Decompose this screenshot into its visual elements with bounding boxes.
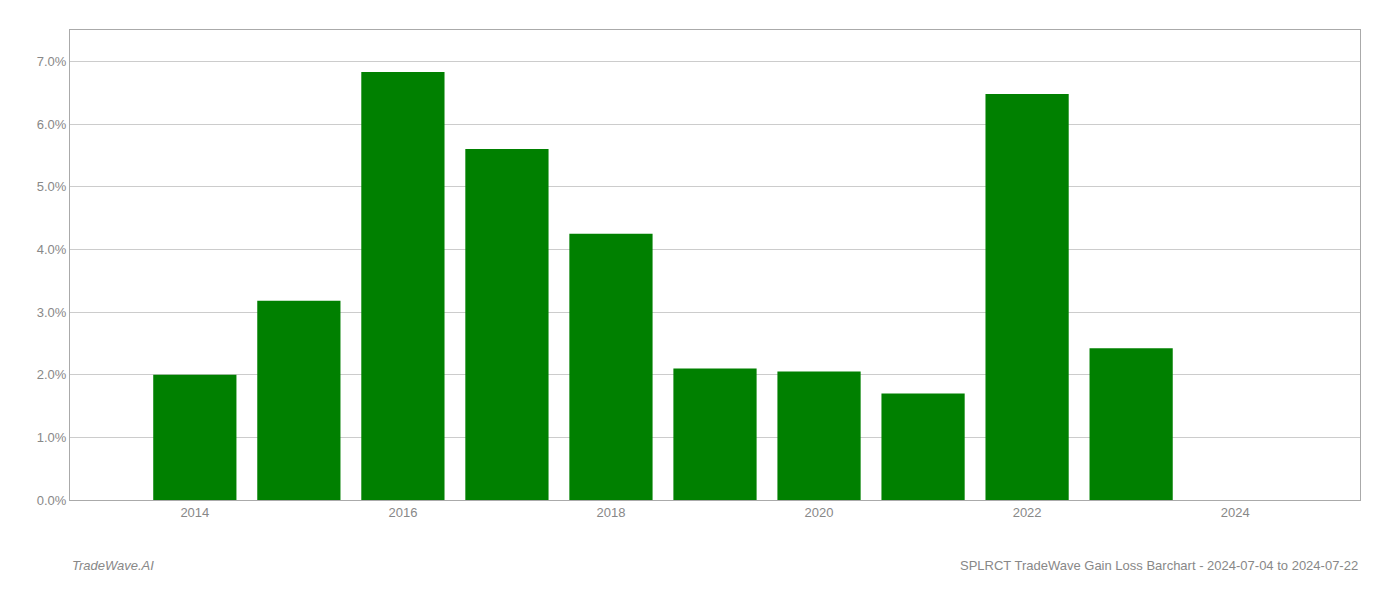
svg-text:2024: 2024: [1221, 505, 1250, 520]
svg-text:3.0%: 3.0%: [37, 305, 67, 320]
svg-text:2014: 2014: [180, 505, 209, 520]
svg-text:6.0%: 6.0%: [37, 117, 67, 132]
svg-text:SPLRCT TradeWave Gain Loss Bar: SPLRCT TradeWave Gain Loss Barchart - 20…: [960, 558, 1358, 573]
svg-text:2022: 2022: [1013, 505, 1042, 520]
svg-text:TradeWave.AI: TradeWave.AI: [72, 558, 154, 573]
svg-text:2.0%: 2.0%: [37, 367, 67, 382]
svg-text:2016: 2016: [388, 505, 417, 520]
svg-text:0.0%: 0.0%: [37, 493, 67, 508]
svg-text:4.0%: 4.0%: [37, 242, 67, 257]
svg-text:2020: 2020: [805, 505, 834, 520]
svg-text:7.0%: 7.0%: [37, 54, 67, 69]
svg-text:5.0%: 5.0%: [37, 179, 67, 194]
svg-text:1.0%: 1.0%: [37, 430, 67, 445]
svg-text:2018: 2018: [597, 505, 626, 520]
